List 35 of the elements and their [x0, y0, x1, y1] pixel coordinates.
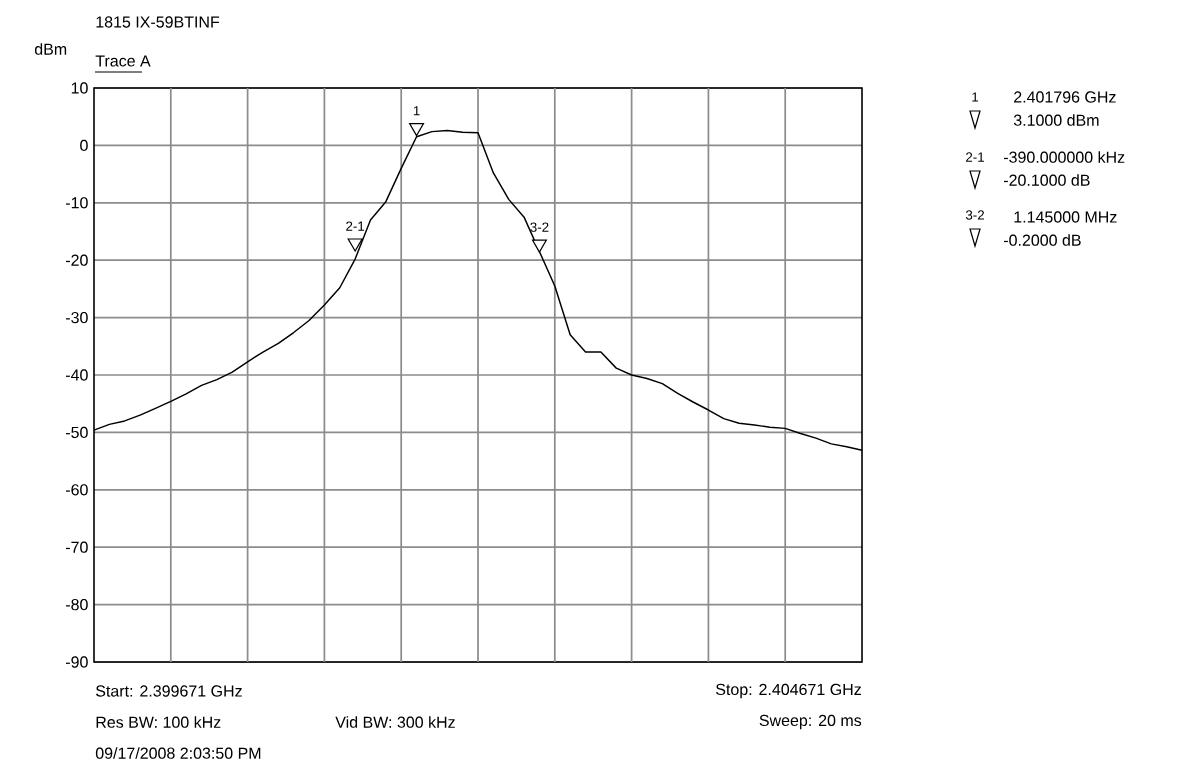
text: Start: 2.399671 GHz — [96, 685, 242, 697]
y-tick-label: -30 — [65, 311, 88, 324]
y-tick-label: -80 — [65, 598, 88, 611]
series-label: 3-2 — [530, 222, 549, 232]
text: Res BW: 100 kHz — [96, 716, 221, 728]
series-label: 1 — [413, 106, 420, 116]
text: -0.2000 dB — [1003, 234, 1081, 246]
y-tick-label: -60 — [65, 484, 88, 496]
y-axis-title: dBm — [34, 43, 67, 55]
text: 1 — [972, 92, 979, 102]
y-tick-label: -10 — [65, 197, 88, 209]
y-tick-label: 10 — [71, 82, 88, 94]
text: 3-2 — [965, 210, 984, 220]
y-tick-label: -90 — [65, 656, 88, 668]
text: 2.401796 GHz — [1014, 91, 1116, 103]
point — [347, 238, 363, 252]
text: 2-1 — [966, 152, 985, 162]
y-tick-label: 0 — [80, 139, 88, 152]
text: -20.1000 dB — [1003, 174, 1090, 186]
y-tick-label: -20 — [65, 254, 88, 266]
y-tick-label: -50 — [65, 426, 88, 439]
chart-title: 1815 IX-59BTINF — [96, 16, 220, 28]
text: 1.145000 MHz — [1014, 211, 1117, 223]
series-label: 2-1 — [346, 221, 365, 231]
text: 09/17/2008 2:03:50 PM — [95, 747, 261, 759]
y-tick-label: -40 — [65, 369, 88, 381]
text: Sweep: 20 ms — [759, 714, 862, 730]
chart-subtitle: Trace A — [95, 55, 151, 67]
text: -390.000000 kHz — [1003, 151, 1125, 163]
y-tick-label: -70 — [65, 541, 88, 553]
point — [531, 239, 547, 253]
text: Vid BW: 300 kHz — [335, 716, 455, 728]
point — [409, 123, 425, 137]
text: Stop: 2.404671 GHz — [716, 683, 861, 699]
text: 3.1000 dBm — [1013, 114, 1099, 126]
